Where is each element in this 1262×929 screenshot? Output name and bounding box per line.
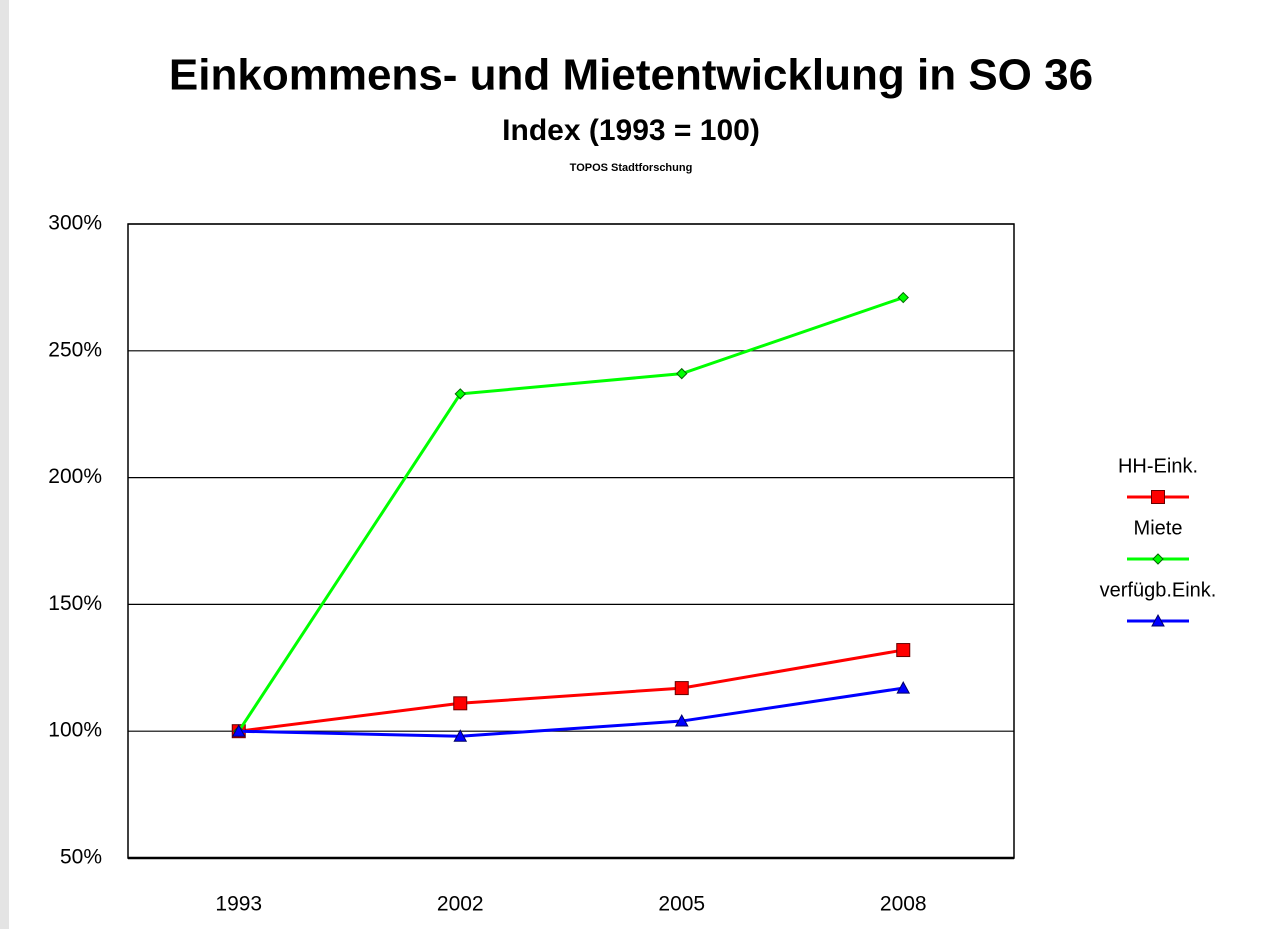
y-tick-label: 250% bbox=[48, 338, 102, 361]
y-tick-label: 300% bbox=[48, 212, 102, 235]
marker bbox=[453, 696, 468, 711]
plot-frame bbox=[127, 223, 1015, 859]
chart-source: TOPOS Stadtforschung bbox=[570, 162, 693, 174]
legend-label: verfügb.Eink. bbox=[1100, 579, 1217, 601]
marker bbox=[896, 643, 911, 658]
side-strip bbox=[0, 0, 9, 929]
marker bbox=[897, 291, 909, 304]
y-tick-label: 100% bbox=[48, 719, 102, 742]
chart-title: Einkommens- und Mietentwicklung in SO 36 bbox=[169, 51, 1093, 100]
marker bbox=[454, 388, 466, 400]
marker bbox=[674, 714, 689, 727]
marker bbox=[1151, 613, 1165, 627]
y-tick-label: 150% bbox=[48, 592, 102, 615]
marker bbox=[231, 724, 246, 737]
marker bbox=[453, 729, 468, 742]
legend-label: HH-Eink. bbox=[1118, 455, 1198, 477]
x-tick-label: 2005 bbox=[658, 893, 705, 916]
marker bbox=[896, 681, 911, 694]
marker bbox=[1151, 490, 1165, 504]
line-series bbox=[238, 648, 904, 733]
marker bbox=[674, 681, 689, 696]
marker bbox=[1152, 553, 1164, 565]
chart-subtitle: Index (1993 = 100) bbox=[502, 114, 760, 147]
x-tick-label: 2008 bbox=[880, 893, 927, 916]
x-tick-label: 1993 bbox=[215, 893, 262, 916]
marker bbox=[676, 367, 688, 380]
line-series bbox=[238, 686, 904, 738]
x-tick-label: 2002 bbox=[437, 893, 484, 916]
y-tick-label: 50% bbox=[60, 846, 102, 869]
legend-label: Miete bbox=[1134, 517, 1183, 539]
y-tick-label: 200% bbox=[48, 465, 102, 488]
line-series bbox=[237, 296, 904, 733]
